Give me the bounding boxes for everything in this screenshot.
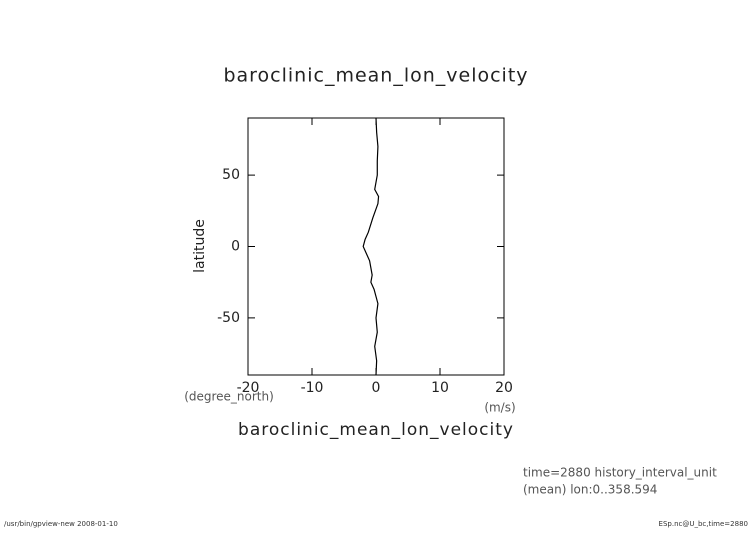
y-tick-label: 50	[222, 167, 240, 183]
y-axis-unit: (degree_north)	[184, 390, 274, 404]
x-tick-label: 20	[495, 380, 513, 396]
chart-title: baroclinic_mean_lon_velocity	[223, 65, 528, 87]
x-tick-label: -20	[237, 380, 260, 396]
footer: ESp.nc@U_bc,time=2880	[659, 520, 748, 528]
annotation: (mean) lon:0..358.594	[523, 483, 657, 497]
annotation: time=2880 history_interval_unit	[523, 466, 717, 480]
x-tick-label: 0	[372, 380, 381, 396]
x-axis-unit: (m/s)	[484, 401, 515, 415]
y-axis-label: latitude	[192, 219, 208, 273]
x-tick-label: -10	[301, 380, 324, 396]
y-tick-label: -50	[217, 310, 240, 326]
data-line	[362, 117, 380, 376]
y-tick-label: 0	[231, 239, 240, 255]
x-axis-label: baroclinic_mean_lon_velocity	[238, 420, 514, 440]
footer: /usr/bin/gpview-new 2008-01-10	[4, 520, 118, 528]
x-tick-label: 10	[431, 380, 449, 396]
